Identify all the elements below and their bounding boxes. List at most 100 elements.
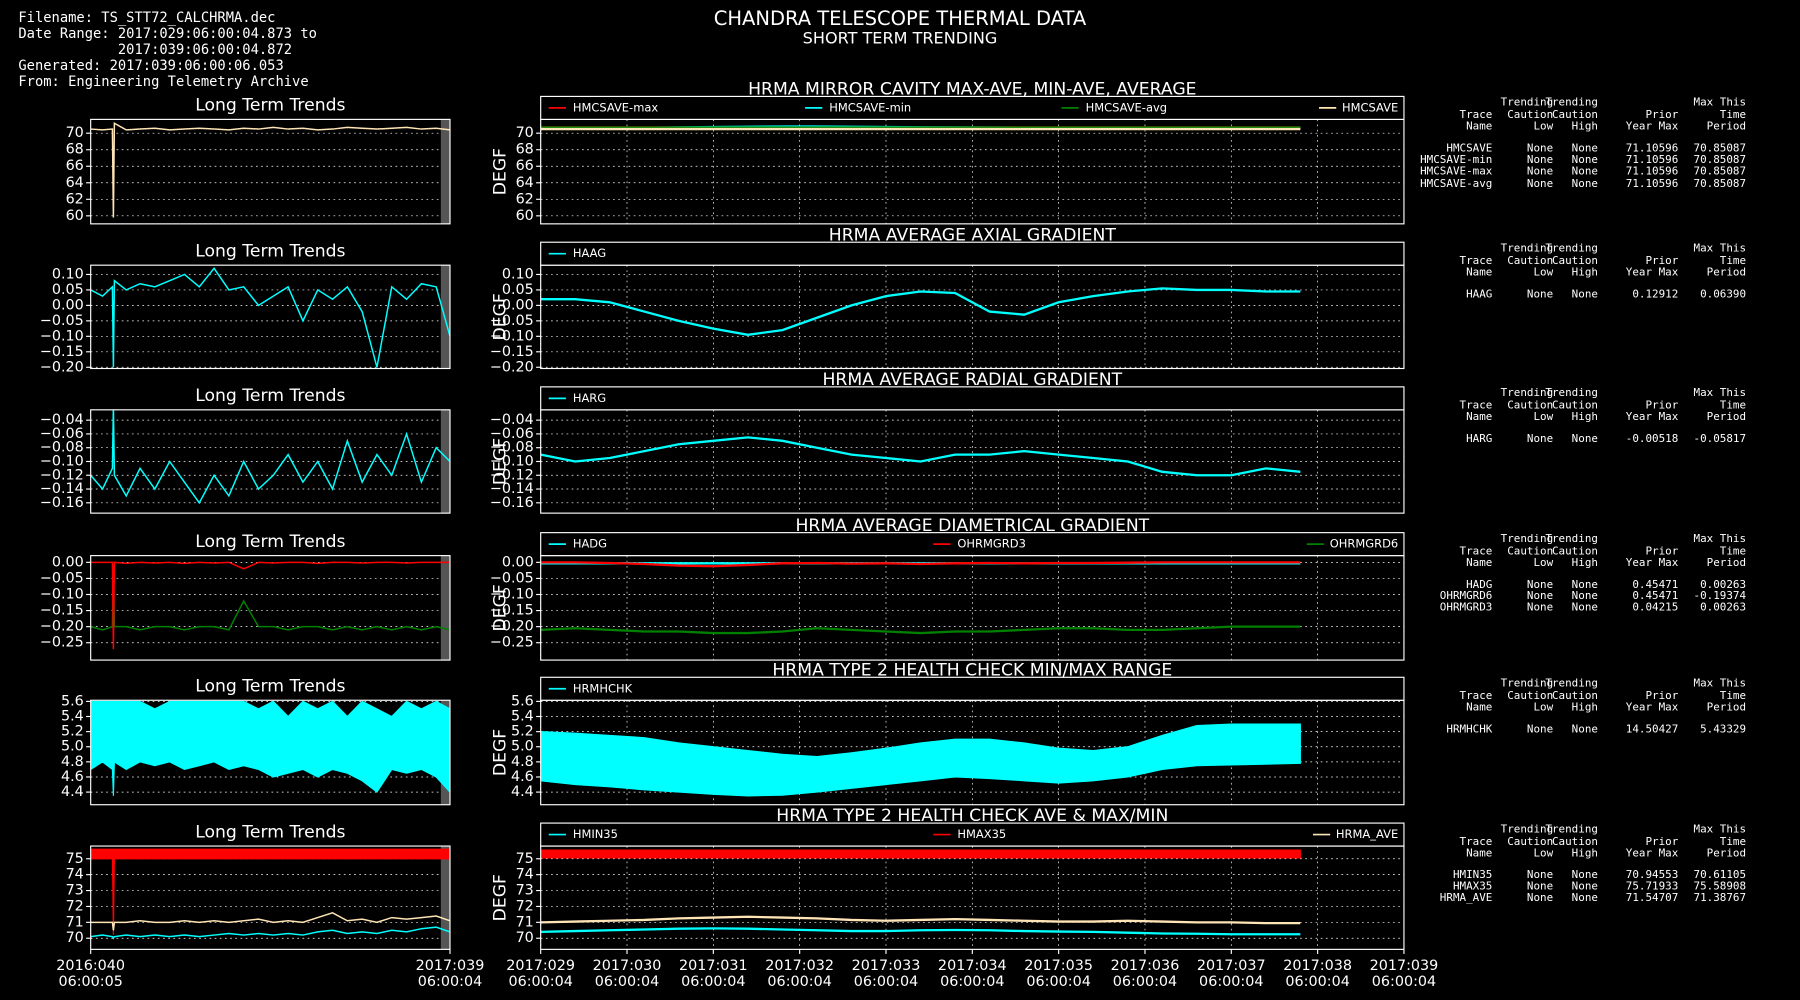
table-header: Trending Caution High (1545, 533, 1598, 570)
series-line (540, 561, 1301, 568)
page-title: CHANDRA TELESCOPE THERMAL DATA (714, 7, 1087, 30)
table-header: Trending Caution High (1545, 677, 1598, 714)
chart-title: Long Term Trends (195, 676, 345, 696)
plot-frame (90, 264, 451, 370)
table-cell: None (1571, 869, 1598, 882)
table-cell: -0.00518 (1625, 432, 1679, 446)
legend-label: HMCSAVE-avg (1086, 100, 1167, 114)
series-line (90, 926, 450, 940)
y-tick-label: −0.10 (40, 453, 84, 469)
table-cell: 71.38767 (1693, 892, 1747, 906)
x-tick-label: 2017:037 06:00:04 (1196, 956, 1266, 990)
recent-band (440, 119, 450, 224)
series-line (90, 267, 450, 368)
table-cell: 70.85087 (1693, 165, 1747, 179)
table-cell: HAAG (1466, 288, 1493, 301)
table-cell: HMCSAVE-avg (1420, 177, 1493, 191)
y-tick-label: 72 (516, 898, 534, 914)
legend-box (540, 386, 1405, 411)
y-axis-label: DEGF (491, 438, 511, 485)
x-tick-label: 2016:040 06:00:05 (56, 956, 126, 990)
recent-band (440, 555, 450, 661)
table-cell: 70.85087 (1693, 177, 1747, 191)
y-tick-label: −0.10 (490, 328, 534, 344)
table-header: Prior Year Max (1625, 108, 1679, 133)
table-cell: 0.04215 (1632, 601, 1679, 615)
plot-area (90, 122, 450, 218)
legend-label: HMCSAVE-min (829, 100, 911, 114)
y-tick-label: −0.20 (490, 359, 534, 375)
series-line (90, 561, 450, 650)
y-tick-label: −0.15 (40, 344, 84, 360)
header-line: Filename: TS_STT72_CALCHRMA.dec (18, 9, 276, 26)
table-cell: None (1526, 892, 1554, 906)
y-tick-label: −0.12 (40, 467, 84, 483)
table-header: Prior Year Max (1625, 835, 1679, 860)
x-tick-label: 2017:033 06:00:04 (851, 956, 921, 990)
series-line (540, 436, 1301, 477)
y-tick-label: −0.20 (490, 619, 534, 635)
table-cell: 0.12912 (1632, 288, 1679, 301)
chart-title: Long Term Trends (195, 241, 345, 261)
plot-area (90, 848, 450, 940)
table-cell: 70.85087 (1693, 154, 1747, 167)
y-tick-label: −0.10 (40, 587, 84, 603)
range-area (540, 723, 1301, 797)
header-line: From: Engineering Telemetry Archive (18, 73, 309, 90)
table-cell: None (1571, 142, 1598, 155)
table-cell: HRMA_AVE (1439, 892, 1493, 906)
plot-area (540, 723, 1301, 797)
legend-label: HRMA_AVE (1336, 827, 1398, 841)
x-tick-label: 2017:029 06:00:04 (506, 956, 576, 990)
y-tick-label: 0.00 (502, 297, 534, 313)
table-cell: 75.58908 (1693, 880, 1747, 894)
legend-label: HMAX35 (957, 827, 1006, 841)
table-cell: None (1526, 165, 1554, 179)
page-subtitle: SHORT TERM TRENDING (803, 29, 998, 48)
y-tick-label: 70 (66, 125, 84, 141)
legend-box (540, 532, 1405, 557)
x-tick-label: 2017:039 06:00:04 (415, 956, 485, 990)
table-header: Max This Time Period (1693, 242, 1747, 279)
y-tick-label: −0.14 (490, 481, 534, 497)
y-tick-label: −0.06 (40, 426, 84, 442)
plot-area (90, 700, 450, 796)
table-header: Trending Caution Low (1500, 677, 1554, 714)
plot-frame (90, 699, 451, 806)
table-header: Trending Caution Low (1500, 96, 1554, 133)
y-tick-label: 4.8 (511, 754, 534, 770)
y-tick-label: 0.05 (502, 282, 534, 298)
y-tick-label: 5.4 (511, 709, 534, 725)
y-tick-label: −0.05 (490, 313, 534, 329)
table-header: Trending Caution High (1545, 387, 1598, 424)
chart-title: Long Term Trends (195, 96, 345, 116)
header-line: Generated: 2017:039:06:00:06.053 (18, 57, 284, 74)
legend-label: HARG (573, 391, 606, 405)
table-cell: None (1526, 723, 1554, 736)
x-tick-label: 2017:031 06:00:04 (678, 956, 748, 990)
table-cell: None (1526, 432, 1554, 446)
plot-area (540, 436, 1301, 477)
y-tick-label: 68 (66, 142, 84, 158)
table-cell: HMIN35 (1452, 869, 1493, 882)
y-tick-label: −0.20 (40, 359, 84, 375)
table-cell: None (1526, 880, 1554, 894)
table-header: Max This Time Period (1693, 96, 1747, 133)
y-tick-label: −0.20 (40, 619, 84, 635)
recent-band (440, 846, 450, 950)
y-tick-label: −0.15 (490, 344, 534, 360)
table-header: Trace Name (1459, 544, 1493, 570)
table-cell: None (1571, 432, 1598, 446)
table-cell: None (1526, 869, 1554, 882)
y-tick-label: −0.10 (490, 453, 534, 469)
plot-area (90, 267, 450, 368)
y-tick-label: 0.10 (502, 266, 534, 282)
legend-label: OHRMGRD3 (957, 537, 1026, 551)
y-tick-label: 60 (516, 208, 534, 224)
y-tick-label: 74 (66, 867, 84, 883)
series-line (540, 915, 1301, 925)
table-cell: 14.50427 (1625, 723, 1679, 736)
x-tick-label: 2017:039 06:00:04 (1369, 956, 1439, 990)
y-tick-label: 75 (516, 851, 534, 867)
